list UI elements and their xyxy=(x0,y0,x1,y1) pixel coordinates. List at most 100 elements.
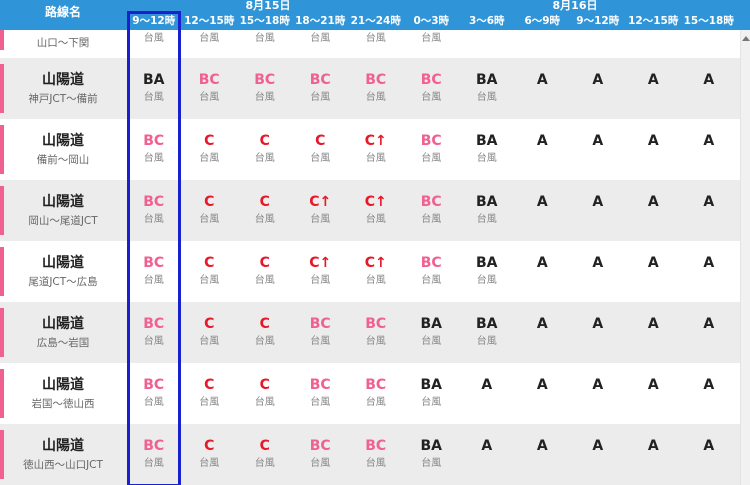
forecast-cell: A xyxy=(515,302,571,363)
congestion-level: BC xyxy=(143,133,165,149)
congestion-level: A xyxy=(703,377,715,393)
route-section: 岡山〜尾道JCT xyxy=(28,215,98,227)
cause-label: 台風 xyxy=(421,153,442,164)
time-columns: 9〜12時 12〜15時 15〜18時 18〜21時 21〜24時 0〜3時 3… xyxy=(126,12,737,30)
time-column-header: 9〜12時 xyxy=(132,15,176,27)
route-section: 神戸JCT〜備前 xyxy=(28,93,98,105)
forecast-cell: A xyxy=(515,363,571,424)
congestion-level: BC xyxy=(365,438,387,454)
forecast-table: 山口〜下関 台風 台風 台風 台風 台風 台風 山陽道 神戸JCT〜備前 BA 台風 BC 台風 BC 台風… xyxy=(0,30,740,485)
congestion-level: BC xyxy=(365,72,387,88)
route-name-cell: 山陽道 徳山西〜山口JCT xyxy=(0,424,126,485)
congestion-level: C xyxy=(259,255,270,271)
forecast-cell: A xyxy=(570,58,626,119)
forecast-cell: C 台風 xyxy=(182,180,238,241)
congestion-level: C↑ xyxy=(309,194,332,210)
forecast-cell: C 台風 xyxy=(182,302,238,363)
cause-label: 台風 xyxy=(143,214,164,225)
route-section: 岩国〜徳山西 xyxy=(31,398,95,410)
congestion-level: C↑ xyxy=(309,255,332,271)
congestion-level: A xyxy=(647,72,659,88)
cause-label: 台風 xyxy=(365,92,386,103)
route-name-cell: 山陽道岡山〜尾道JCT xyxy=(0,180,126,241)
congestion-level: A xyxy=(592,316,604,332)
congestion-level: BA xyxy=(142,72,165,88)
cause-label: 台風 xyxy=(199,397,220,408)
route-name: 山陽道 xyxy=(42,194,84,210)
forecast-cell: A xyxy=(626,424,682,485)
forecast-cell: A xyxy=(626,119,682,180)
route-color-bar xyxy=(0,308,4,357)
cause-label: 台風 xyxy=(365,275,386,286)
congestion-level: A xyxy=(703,438,715,454)
cause-label: 台風 xyxy=(254,458,275,469)
forecast-cell: A xyxy=(570,180,626,241)
vertical-scrollbar[interactable] xyxy=(740,30,750,485)
cause-label: 台風 xyxy=(199,336,220,347)
cause-label: 台風 xyxy=(421,458,442,469)
congestion-level: C xyxy=(204,316,215,332)
cause-label: 台風 xyxy=(143,458,164,469)
congestion-level: BC xyxy=(143,194,165,210)
forecast-cell xyxy=(626,30,682,58)
time-column-header: 15〜18時 xyxy=(239,15,290,27)
forecast-cell: BC 台風 xyxy=(237,58,293,119)
route-section: 広島〜岩国 xyxy=(36,337,90,349)
forecast-cell xyxy=(570,30,626,58)
cause-label: 台風 xyxy=(254,33,275,44)
cause-label: 台風 xyxy=(421,397,442,408)
forecast-cell: BC 台風 xyxy=(126,119,182,180)
route-name-cell: 山口〜下関 xyxy=(0,30,126,58)
forecast-cell: C 台風 xyxy=(237,363,293,424)
congestion-level: C xyxy=(259,377,270,393)
congestion-level: C xyxy=(204,194,215,210)
cause-label: 台風 xyxy=(143,275,164,286)
congestion-level: BA xyxy=(475,194,498,210)
forecast-cell: BA 台風 xyxy=(404,363,460,424)
forecast-cell: C 台風 xyxy=(237,241,293,302)
forecast-cell: A xyxy=(681,180,737,241)
forecast-cell: BC 台風 xyxy=(348,363,404,424)
forecast-cell: A xyxy=(626,302,682,363)
cause-label: 台風 xyxy=(310,214,331,225)
route-name-cell: 山陽道 尾道JCT〜広島 xyxy=(0,241,126,302)
time-column-header: 12〜15時 xyxy=(184,15,235,27)
cause-label: 台風 xyxy=(310,336,331,347)
congestion-level: BC xyxy=(365,316,387,332)
table-row: 山口〜下関 台風 台風 台風 台風 台風 台風 xyxy=(0,30,740,58)
cause-label: 台風 xyxy=(254,336,275,347)
forecast-cell: BC 台風 xyxy=(348,424,404,485)
cause-label: 台風 xyxy=(143,92,164,103)
cause-label: 台風 xyxy=(476,214,497,225)
congestion-level: C↑ xyxy=(364,194,387,210)
congestion-level: BA xyxy=(420,377,442,393)
cause-label: 台風 xyxy=(310,153,331,164)
forecast-cell: C 台風 xyxy=(237,302,293,363)
forecast-cell: C↑ 台風 xyxy=(293,180,349,241)
congestion-level: BC xyxy=(309,438,331,454)
route-section: 備前〜岡山 xyxy=(36,154,90,166)
congestion-level: BC xyxy=(254,72,276,88)
scroll-up-arrow-icon[interactable] xyxy=(742,36,750,41)
forecast-cell: C 台風 xyxy=(182,363,238,424)
route-color-bar xyxy=(0,30,4,50)
cause-label: 台風 xyxy=(310,458,331,469)
forecast-cell: C↑ 台風 xyxy=(348,180,404,241)
time-column-header: 18〜21時 xyxy=(295,15,346,27)
route-color-bar xyxy=(0,125,4,174)
route-color-bar xyxy=(0,369,4,418)
cause-label: 台風 xyxy=(199,275,220,286)
cause-label: 台風 xyxy=(199,153,220,164)
forecast-cell: BA 台風 xyxy=(459,302,515,363)
cause-label: 台風 xyxy=(199,92,220,103)
congestion-level: A xyxy=(703,255,715,271)
cause-label: 台風 xyxy=(476,336,497,347)
congestion-level: BC xyxy=(420,194,442,210)
congestion-level: BA xyxy=(475,316,498,332)
forecast-cell: BC 台風 xyxy=(126,241,182,302)
route-name-header: 路線名 xyxy=(44,5,81,19)
forecast-cell: BC 台風 xyxy=(293,58,349,119)
congestion-level: C xyxy=(259,438,270,454)
congestion-level: C xyxy=(204,255,215,271)
forecast-cell: A xyxy=(515,180,571,241)
